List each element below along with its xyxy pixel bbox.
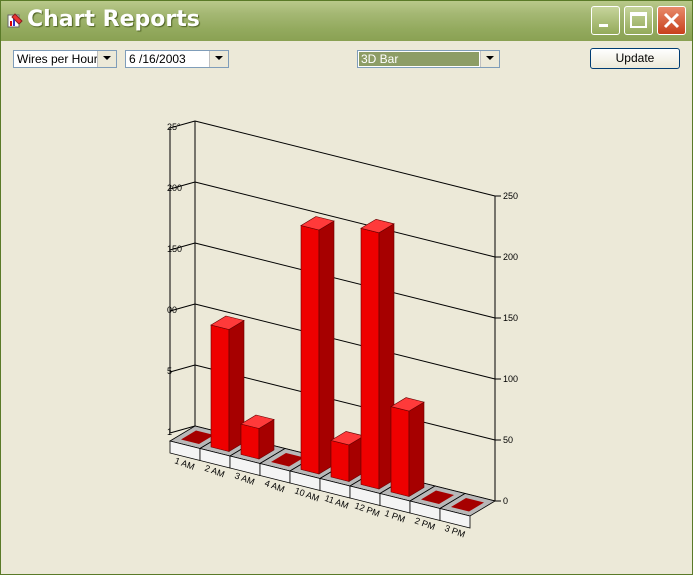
title-bar[interactable]: Chart Reports [1,1,692,41]
bar-side [408,401,425,498]
gridline [194,242,496,319]
gridline-side [169,120,196,129]
bar-top [330,431,365,446]
chart-type-value: 3D Bar [359,52,479,66]
bar [451,498,484,512]
bar [360,227,380,490]
date-dropdown[interactable]: 6 /16/2003 [125,50,229,68]
bar [300,225,320,475]
y-tick-label-right: 50 [503,435,513,445]
bar [240,423,260,460]
chart-type-dropdown-arrow[interactable] [480,51,499,67]
date-value: 6 /16/2003 [129,52,186,66]
gridline-side [169,303,196,312]
chevron-down-icon [486,56,494,60]
gridline [194,181,496,258]
y-tick-label-left: 150 [167,244,182,254]
bar [330,440,350,482]
gridline [194,364,496,441]
y-tick-label-right: 200 [503,252,518,262]
maximize-icon [630,12,647,28]
chevron-down-icon [215,56,223,60]
y-tick-label-left: 00 [167,305,177,315]
y-tick-label-right: 0 [503,496,508,506]
gridline-side [169,242,196,251]
close-icon [663,12,680,29]
app-icon [6,12,24,30]
bar [210,324,230,452]
bar [421,490,454,504]
bar-top [360,218,395,234]
bar-top [210,315,245,330]
minimize-icon [599,24,608,27]
chevron-down-icon [103,56,111,60]
gridline [194,303,496,380]
metric-value: Wires per Hour [17,52,98,66]
gridline [194,120,496,197]
bar-top [390,397,425,412]
bar-side [318,220,335,475]
y-tick-label-right: 100 [503,374,518,384]
gridline-side [169,181,196,190]
bar-top [300,216,335,231]
bar-top [240,414,275,429]
maximize-button[interactable] [624,6,653,35]
y-tick-label-left: 200 [167,183,182,193]
metric-dropdown-arrow[interactable] [97,51,116,67]
bar [181,430,214,444]
gridline-side [169,425,196,434]
close-button[interactable] [657,6,686,35]
y-tick-label-right: 150 [503,313,518,323]
bar [271,453,304,467]
gridline-side [169,364,196,373]
floor-front [439,507,471,529]
window-title: Chart Reports [27,7,200,32]
update-button[interactable]: Update [590,48,680,69]
bar [390,406,410,497]
date-dropdown-arrow[interactable] [209,51,228,67]
y-tick-label-left: 25° [167,122,181,132]
metric-dropdown[interactable]: Wires per Hour [13,50,117,68]
y-tick-label-right: 250 [503,191,518,201]
minimize-button[interactable] [591,6,620,35]
chart-type-dropdown[interactable]: 3D Bar [357,50,500,68]
